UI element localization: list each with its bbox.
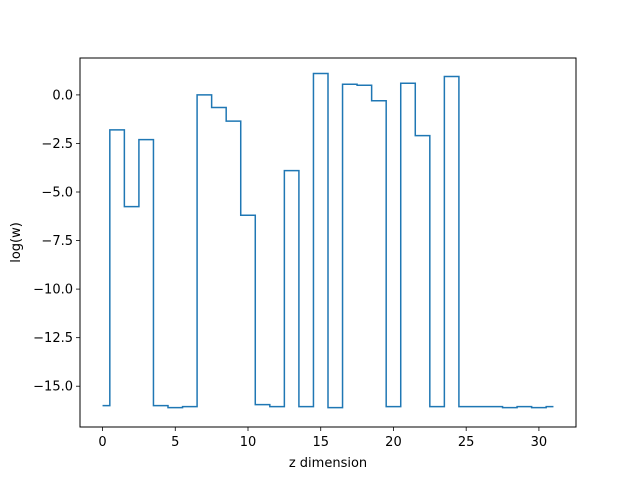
y-tick-label: −5.0 <box>41 186 73 201</box>
y-tick-label: −10.0 <box>33 283 73 298</box>
series-line-0 <box>102 72 554 409</box>
y-axis-ticks: 0.0 −2.5 −5.0 −7.5 −10.0 −12.5 −15.0 <box>33 88 80 395</box>
y-tick-label: −7.5 <box>41 234 73 249</box>
x-axis-ticks: 0 5 10 15 20 25 30 <box>98 427 547 450</box>
x-tick-label: 20 <box>385 435 402 450</box>
x-tick-label: 5 <box>171 435 179 450</box>
x-axis-label: z dimension <box>289 456 367 471</box>
x-tick-label: 30 <box>531 435 548 450</box>
y-axis-label: log(w) <box>9 222 24 263</box>
y-tick-label: −12.5 <box>33 331 73 346</box>
plot-frame <box>79 57 577 428</box>
y-tick-label: 0.0 <box>52 88 73 103</box>
x-tick-label: 0 <box>98 435 106 450</box>
y-tick-label: −15.0 <box>33 380 73 395</box>
y-tick-label: −2.5 <box>41 137 73 152</box>
x-tick-label: 25 <box>458 435 475 450</box>
x-tick-label: 10 <box>240 435 257 450</box>
x-tick-label: 15 <box>312 435 329 450</box>
series-layer <box>102 72 554 409</box>
